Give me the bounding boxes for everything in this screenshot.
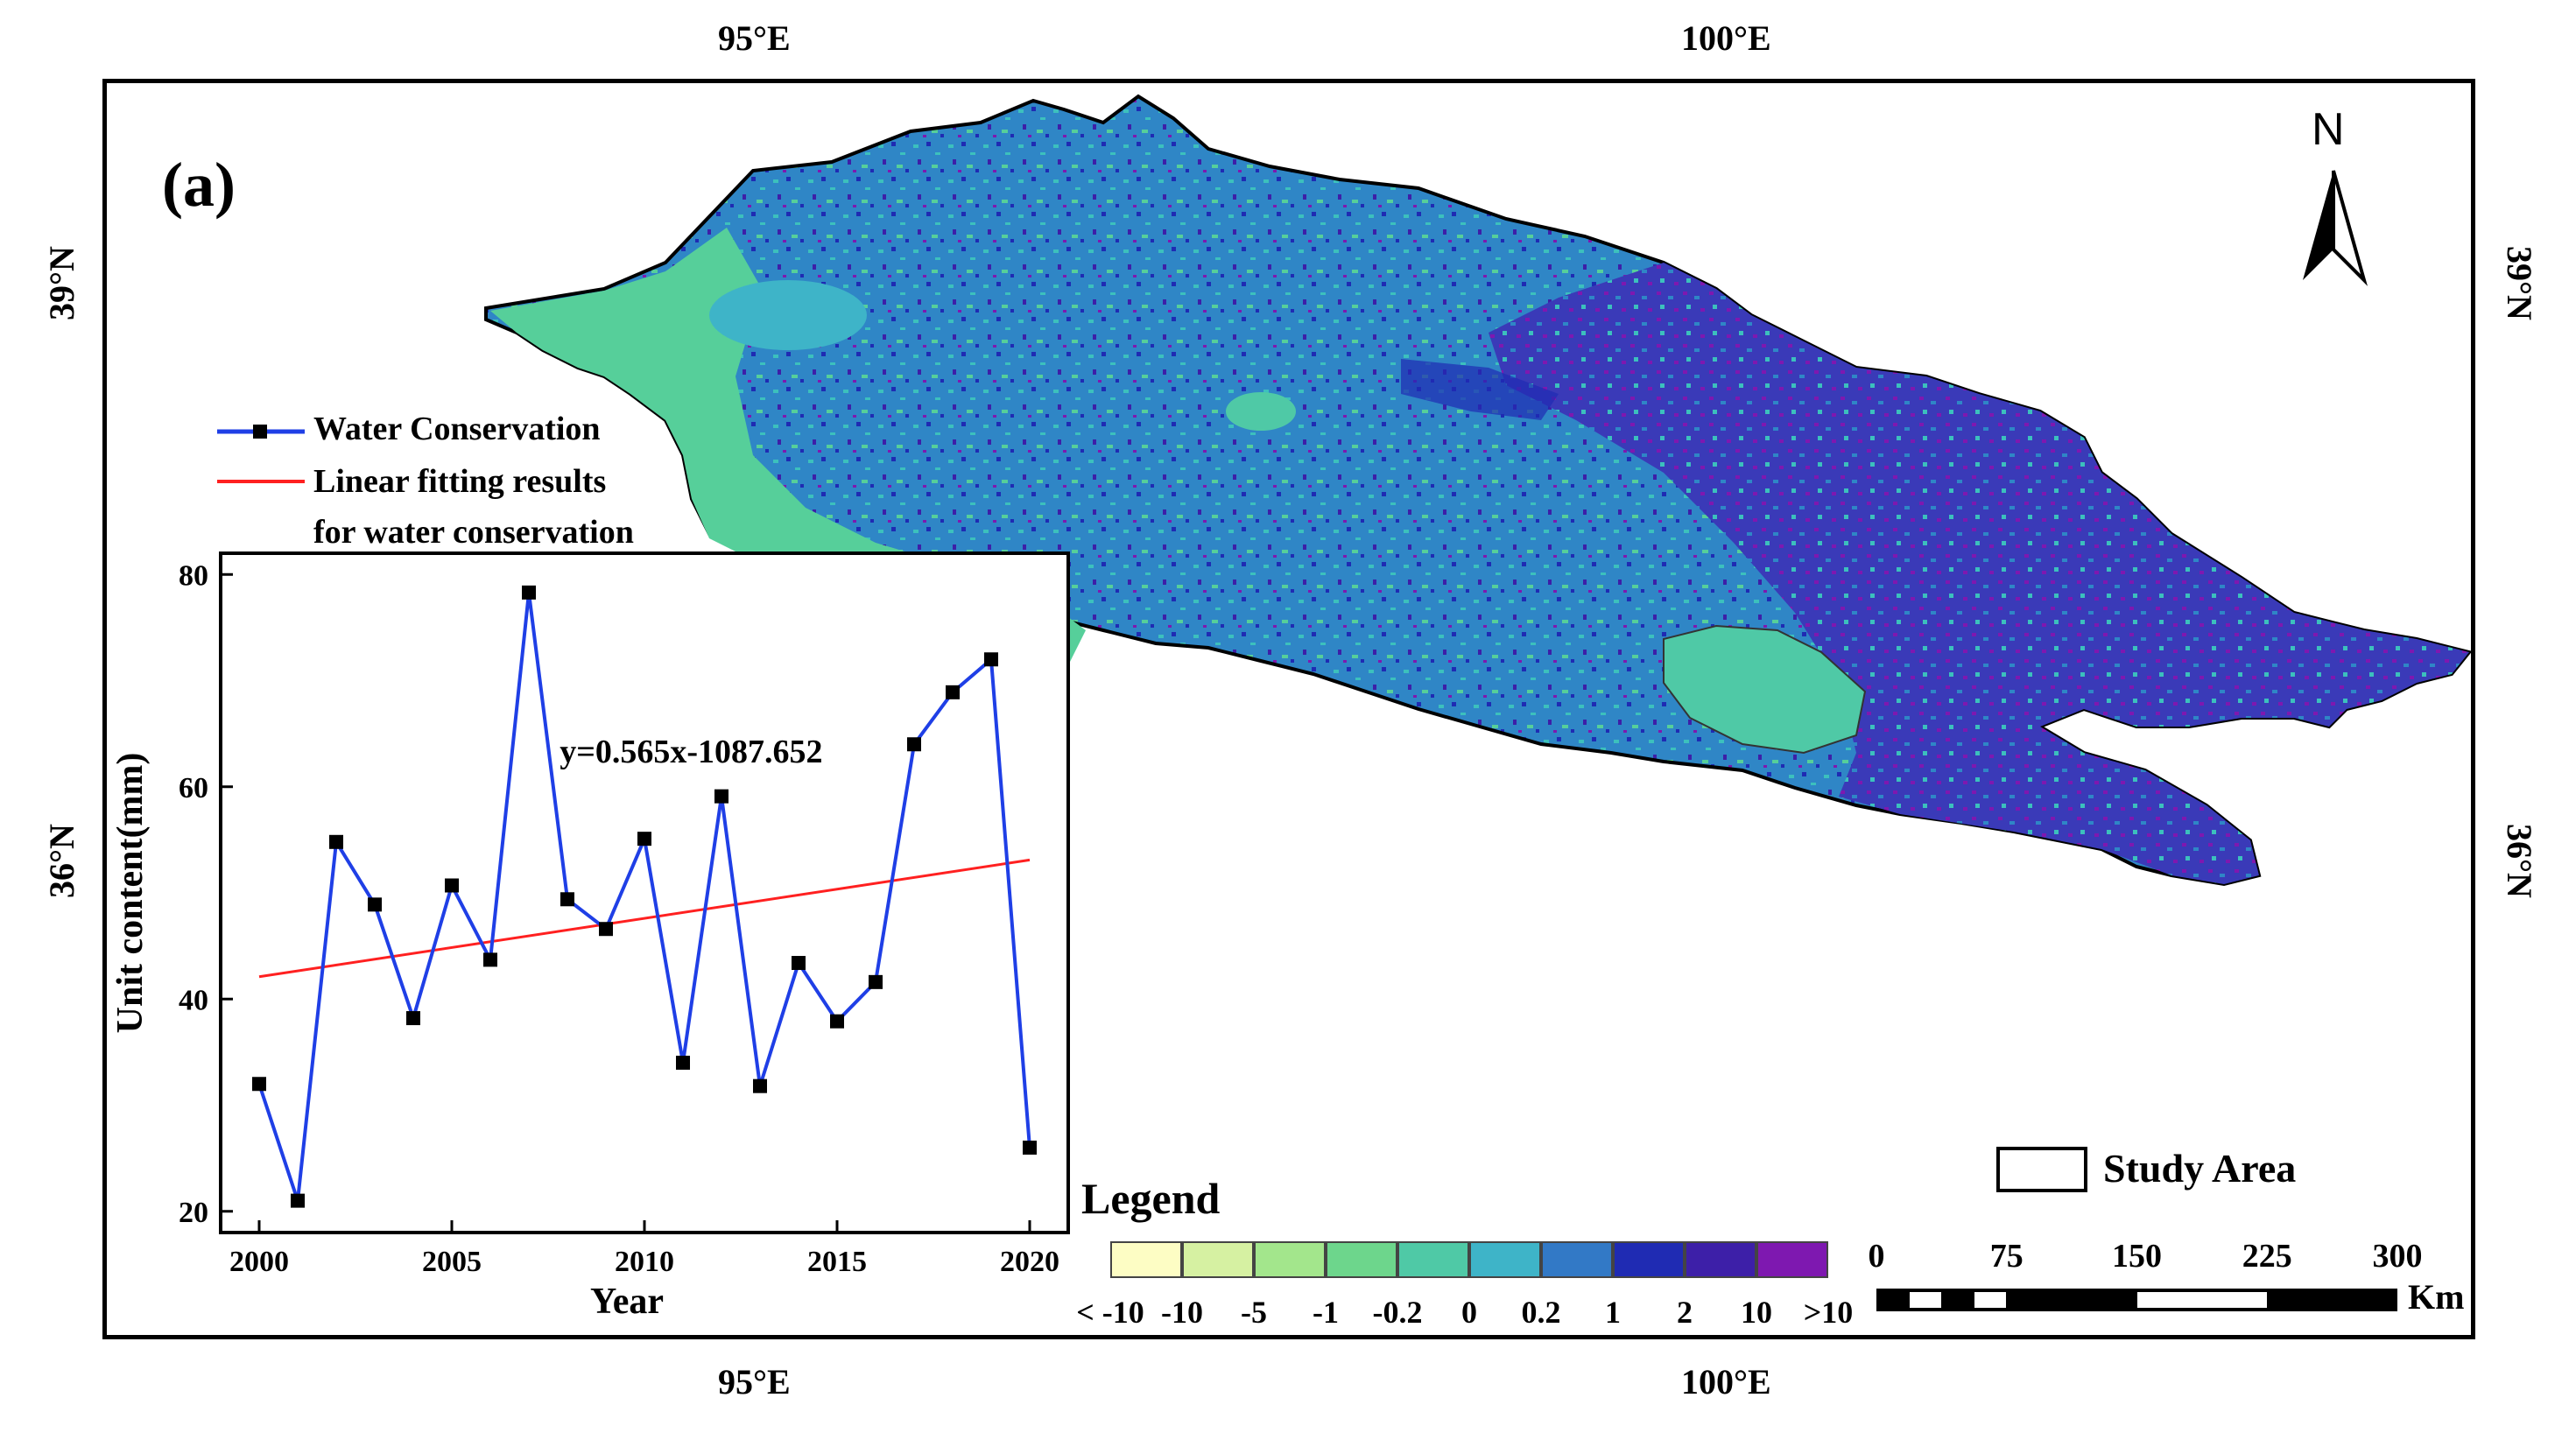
north-arrow-icon [2303,170,2368,286]
y-tick-label: 40 [179,984,208,1016]
data-point [445,878,459,893]
bottom-lon-label-95: 95°E [718,1362,791,1401]
legend-color-box [1182,1241,1254,1278]
fit-line [258,858,1031,979]
data-point [560,892,574,907]
x-axis-label: Year [590,1282,664,1322]
eastern-region [1489,263,2469,884]
data-point [329,834,343,849]
map-frame [102,79,2475,1339]
panel-label: (a) [162,150,236,220]
chart-legend-series-swatch [217,425,305,439]
x-tick-label: 2000 [229,1246,289,1278]
data-point [483,952,497,967]
legend-color-box [1541,1241,1613,1278]
top-lon-label-100: 100°E [1681,18,1771,58]
chart-legend-fit-swatch [217,480,305,483]
scale-bar-tick-label: 150 [2112,1238,2162,1275]
data-point [869,974,883,989]
data-point [714,789,728,804]
legend-tick-label: -0.2 [1372,1295,1423,1330]
bottom-lon-label-100: 100°E [1681,1362,1771,1401]
x-tick-label: 2020 [1000,1246,1059,1278]
legend-color-box [1254,1241,1326,1278]
data-point [984,652,998,667]
study-area-swatch [1996,1147,2087,1192]
water-conservation-chart: 20 40 60 80 2000 2005 2010 2015 2020 Year Unit con… [110,551,1070,1322]
x-tick-label: 2015 [807,1246,867,1278]
data-point [368,897,382,912]
western-basin [490,228,1086,665]
north-arrow-label: N [2312,104,2345,155]
legend-tick-label: 10 [1741,1295,1772,1330]
scale-bar [1876,1289,2397,1311]
chart-legend-fit-label-1: Linear fitting results [313,463,607,500]
lake [1663,624,1867,755]
data-point [907,737,921,752]
legend-title: Legend [1081,1174,1221,1223]
data-point [522,585,536,600]
fit-equation: y=0.565x-1087.652 [560,734,822,770]
legend-tick-label: -1 [1313,1295,1339,1330]
legend-tick-label: 1 [1605,1295,1621,1330]
data-point [406,1011,420,1026]
legend-tick-label: 2 [1677,1295,1693,1330]
legend-color-box [1685,1241,1756,1278]
data-point [753,1078,767,1093]
chart-legend-series-label: Water Conservation [313,411,601,447]
data-point [291,1193,305,1208]
top-lon-label-95: 95°E [718,18,791,58]
legend-color-box [1397,1241,1469,1278]
legend-tick-label: 0 [1461,1295,1477,1330]
data-point [1023,1141,1037,1155]
y-tick-label: 60 [179,772,208,804]
x-tick-label: 2005 [422,1246,482,1278]
data-point [792,956,806,971]
chart-legend-fit-label-2: for water conservation [313,514,634,551]
scale-bar-tick-label: 225 [2242,1238,2292,1275]
y-tick-label: 80 [179,559,208,592]
legend-color-box [1110,1241,1182,1278]
data-point [252,1077,266,1092]
legend-color-box [1756,1241,1828,1278]
data-point [676,1056,690,1070]
chart-plot-area [219,551,1070,1234]
legend-color-box [1613,1241,1685,1278]
dark-band [1401,359,1559,420]
legend-tick-label: >10 [1803,1295,1854,1330]
legend-tick-label: < -10 [1076,1295,1144,1330]
legend-color-box [1326,1241,1397,1278]
legend-color-box [1469,1241,1541,1278]
y-tick-label: 20 [179,1197,208,1229]
x-tick-label: 2010 [615,1246,674,1278]
legend-tick-label: 0.2 [1521,1295,1561,1330]
legend-tick-label: -5 [1241,1295,1267,1330]
data-point [599,922,613,937]
scale-unit: Km [2408,1277,2465,1317]
data-point [637,832,651,846]
y-axis-label: Unit content(mm) [110,753,151,1034]
scale-bar-tick-label: 0 [1868,1238,1885,1275]
basin-patch [1226,392,1296,431]
scale-bar-tick-label: 300 [2372,1238,2423,1275]
data-point [946,685,960,699]
basin-patch [709,280,867,350]
legend-tick-label: -10 [1161,1295,1203,1330]
study-area-label: Study Area [2103,1146,2297,1191]
data-point [830,1014,844,1029]
scale-bar-tick-label: 75 [1989,1238,2023,1275]
